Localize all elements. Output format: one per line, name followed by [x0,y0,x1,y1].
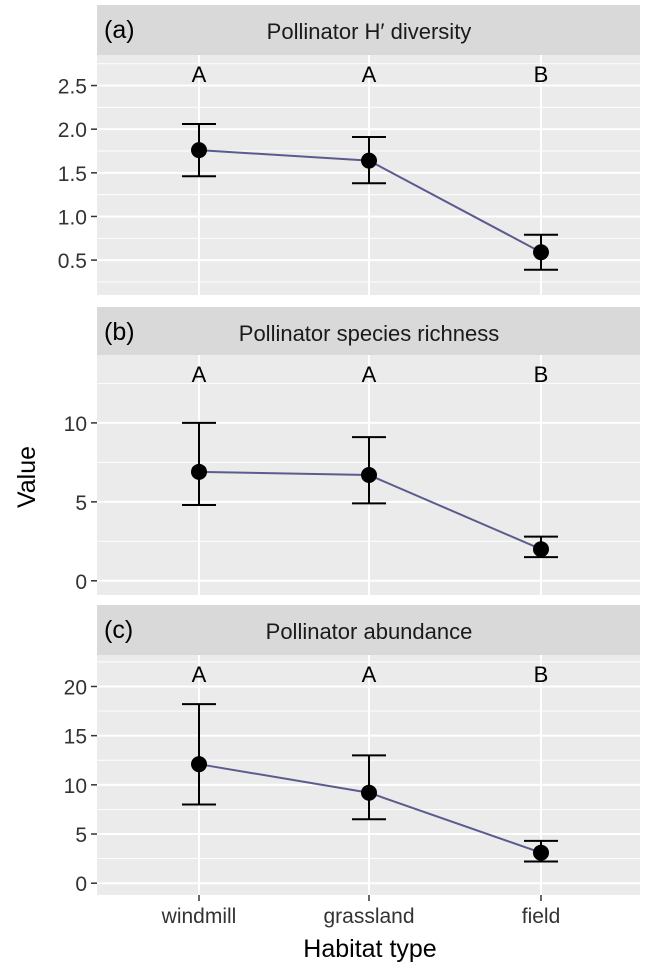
facet-tag: (b) [104,318,135,346]
x-tick-label: field [522,905,561,928]
facet-tag: (c) [104,616,133,644]
data-point [191,142,207,159]
facet-strip [97,307,640,355]
y-tick-label: 2.0 [58,119,87,142]
significance-letter: A [362,362,377,387]
x-axis: windmill grassland field [161,895,561,928]
y-axis-title: Value [13,446,41,508]
significance-letter: A [362,62,377,87]
significance-letter: A [192,362,207,387]
facet-title: Pollinator abundance [266,619,473,644]
x-axis-title: Habitat type [303,935,436,963]
y-tick-label: 2.5 [58,76,87,99]
facet-panel: (a) Pollinator H′ diversity 0.5 1.0 1.5 2.0 2.… [58,5,640,295]
x-tick-label: grassland [323,905,414,928]
data-point [361,784,377,801]
facet-strip [97,605,640,655]
significance-letter: A [192,662,207,687]
y-tick-label: 20 [64,676,87,699]
facet-panel: (b) Pollinator species richness 0 5 10 A A B [64,307,640,595]
facet-panel: (c) Pollinator abundance 0 5 10 15 20 A A B [64,605,640,896]
data-point [191,463,207,480]
data-point [191,756,207,773]
facet-tag: (a) [104,16,135,44]
data-point [533,844,549,861]
y-tick-label: 10 [64,413,87,436]
significance-letter: B [534,62,549,87]
data-point [533,244,549,261]
x-tick-label: windmill [161,905,237,928]
significance-letter: A [362,662,377,687]
y-tick-label: 10 [64,775,87,798]
facet-panels: (a) Pollinator H′ diversity 0.5 1.0 1.5 2.0 2.… [58,5,640,896]
facet-strip [97,5,640,55]
y-tick-label: 1.5 [58,163,87,186]
significance-letter: A [192,62,207,87]
facet-title: Pollinator species richness [239,321,499,346]
data-point [533,541,549,558]
data-point [361,152,377,169]
y-tick-label: 0 [75,571,87,594]
y-tick-label: 5 [75,492,87,515]
y-tick-label: 0 [75,873,87,896]
y-tick-label: 15 [64,726,87,749]
significance-letter: B [534,362,549,387]
y-tick-label: 1.0 [58,206,87,229]
significance-letter: B [534,662,549,687]
y-tick-label: 5 [75,824,87,847]
data-point [361,467,377,483]
facet-title: Pollinator H′ diversity [267,19,472,44]
y-tick-label: 0.5 [58,250,87,273]
